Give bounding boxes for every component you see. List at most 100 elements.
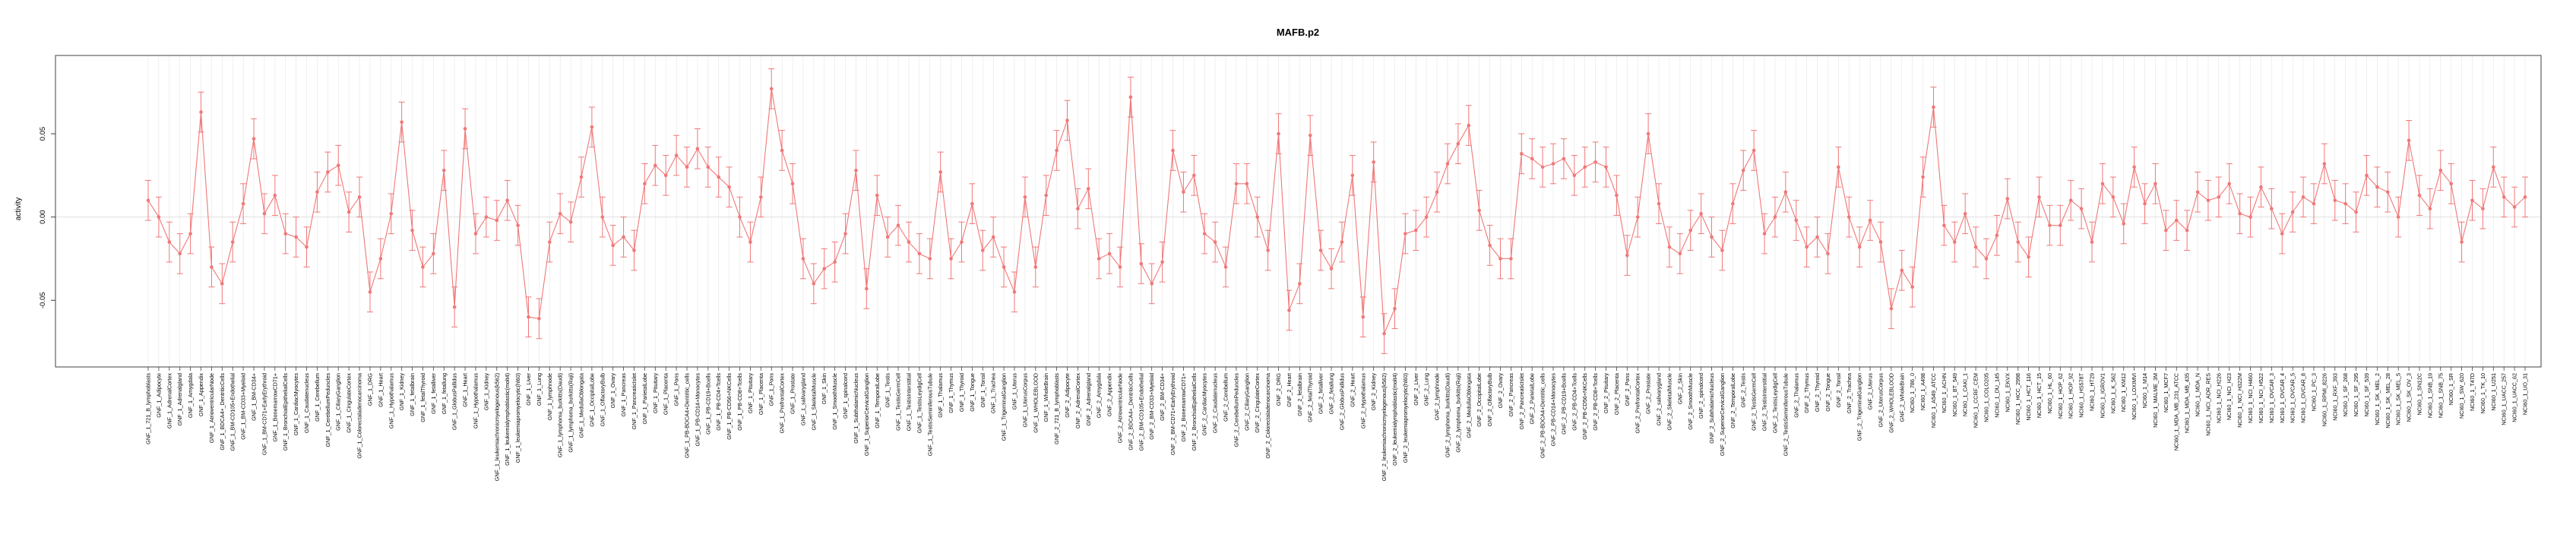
data-point: [294, 235, 298, 239]
data-point: [1826, 251, 1830, 256]
data-point: [1182, 190, 1185, 194]
x-tick-label: GNF_1_WholeBrain: [1043, 373, 1049, 422]
data-point: [790, 182, 795, 186]
x-tick-label: GNF_2_Heart: [1349, 373, 1356, 407]
data-point: [2290, 210, 2295, 214]
x-tick-label: NCI60_1_BT_549: [1951, 373, 1958, 417]
data-point: [1234, 182, 1239, 186]
x-tick-label: NCI60_1_SF_295: [2353, 373, 2359, 417]
data-point: [2016, 240, 2020, 244]
x-tick-label: NCI60_1_SK_MEL_5: [2395, 373, 2402, 425]
x-tick-label: GNF_2_Adipocyte: [1064, 373, 1071, 418]
x-tick-label: GNF_2_CardiacMyocytes: [1201, 373, 1208, 436]
data-point: [1984, 257, 1989, 261]
data-point: [441, 168, 446, 172]
data-point: [907, 240, 911, 244]
data-point: [1540, 165, 1545, 169]
x-tick-label: GNF_1_Prostate: [790, 373, 796, 414]
data-point: [252, 137, 256, 141]
x-tick-label: GNF_1_SkeletalMuscle: [810, 373, 817, 431]
data-point: [2523, 195, 2527, 199]
data-point: [452, 305, 457, 309]
data-point: [1350, 173, 1355, 178]
x-tick-label: NCI60_1_SF_268: [2342, 373, 2349, 417]
x-tick-label: NCI60_1_U251: [2490, 373, 2497, 411]
x-tick-label: GNF_2_fetalbrain: [1296, 373, 1303, 416]
x-tick-labels: GNF_1_721_B_lymphoblasts GNF_1_Adipocyte G…: [145, 367, 2529, 481]
x-tick-label: NCI60_1_EKVX: [2004, 373, 2011, 413]
x-tick-label: NCI60_1_RPMI_8226: [2321, 373, 2328, 426]
x-tick-label: GNF_2_CingulateCortex: [1254, 373, 1261, 433]
x-tick-label: GNF_2_ParietalLobe: [1529, 373, 1536, 425]
data-point: [2375, 185, 2379, 189]
grid: [55, 55, 2541, 367]
data-point: [1086, 187, 1090, 191]
data-point: [400, 120, 403, 125]
x-tick-label: GNF_2_lymphoma_burkitts(Raji): [1454, 373, 1461, 453]
x-tick-label: GNF_2_PB-CD8+Tcells: [1592, 373, 1599, 431]
x-tick-label: NCI60_1_NCI_H23: [2226, 373, 2233, 420]
x-tick-label: GNF_1_PB-CD8+Tcells: [736, 373, 743, 431]
data-point: [1361, 315, 1366, 319]
data-point: [632, 248, 636, 252]
x-tick-label: GNF_1_TrigeminalGanglion: [1001, 373, 1008, 441]
x-tick-label: GNF_1_WHOLEBLOOD: [1032, 373, 1039, 433]
data-point: [2512, 205, 2517, 209]
x-tick-label: GNF_2_Pituitary: [1603, 373, 1609, 414]
x-tick-label: GNF_2_spinalcord: [1698, 373, 1704, 419]
data-point: [1404, 232, 1407, 236]
x-tick-label: NCI60_1_SK_MEL_2: [2374, 373, 2381, 425]
data-point: [1223, 265, 1228, 269]
x-tick-label: GNF_1_SubthalamicNucleus: [853, 373, 859, 444]
data-point: [1688, 228, 1693, 232]
x-tick-label: NCI60_1_SK_MEL_28: [2385, 373, 2391, 428]
data-point: [1805, 245, 1809, 249]
x-tick-label: NCI60_1_K_562: [2109, 373, 2116, 413]
x-tick-label: GNF_1_Colorectaladenocarcinoma: [356, 373, 363, 459]
x-tick-label: GNF_2_PB-BDCA4+Dentritic_cells: [1540, 373, 1546, 458]
x-tick-label: NCI60_1_MDA_N: [2195, 373, 2201, 417]
data-point: [1762, 232, 1767, 236]
x-tick-label: GNF_2_WholeBrain: [1898, 373, 1905, 422]
data-point: [167, 240, 172, 244]
data-point: [1551, 162, 1555, 166]
data-point: [568, 220, 573, 224]
x-tick-label: NCI60_1_HCT_116: [2025, 373, 2032, 421]
data-point: [389, 211, 394, 216]
data-point: [643, 182, 647, 186]
data-point: [2217, 195, 2221, 199]
x-tick-label: GNF_2_TemporalLobe: [1729, 373, 1736, 428]
x-tick-label: NCI60_1_HS578T: [2078, 372, 2085, 417]
x-tick-label: GNF_1_fetalThyroid: [419, 373, 426, 422]
data-point: [199, 110, 203, 114]
x-tick-label: GNF_1_Pancreas: [620, 373, 627, 417]
x-tick-label: NCI60_1_M14: [2141, 373, 2148, 408]
x-tick-label: GNF_1_AtrioventricularNode: [208, 373, 215, 443]
data-point: [2164, 228, 2168, 232]
x-tick-label: GNF_2_Caudatenucleus: [1212, 373, 1219, 434]
data-point: [1477, 208, 1481, 213]
x-tick-label: GNF_2_Pons: [1624, 373, 1631, 406]
data-point: [1445, 162, 1450, 166]
x-tick-label: GNF_1_CerebellumPeduncles: [324, 373, 331, 447]
data-point: [2090, 240, 2094, 244]
x-tick-label: GNF_1_TestisSeminiferousTubule: [926, 373, 933, 456]
plot-frame: [55, 55, 2542, 368]
data-point: [2354, 210, 2358, 214]
x-tick-label: NCI60_1_PC_3: [2310, 373, 2317, 411]
data-point: [1847, 215, 1851, 219]
data-point: [305, 245, 309, 249]
data-point: [1952, 240, 1957, 244]
data-point: [938, 170, 942, 174]
data-point: [2407, 138, 2411, 143]
x-tick-label: GNF_2_TestisSeminiferousTubule: [1782, 373, 1789, 456]
data-point: [1678, 251, 1682, 256]
data-point: [2185, 228, 2189, 232]
x-tick-label: NCI60_1_COLO205: [1983, 373, 1989, 422]
x-tick-label: GNF_1_PB-CD19+Bcells: [704, 373, 711, 435]
x-tick-label: GNF_2_PancreaticIslet: [1518, 373, 1525, 429]
x-tick-label: GNF_2_leukemialymphoblastic(molt4): [1391, 373, 1398, 466]
x-tick-label: GNF_1_Amygdala: [187, 373, 194, 418]
data-point: [748, 240, 752, 244]
data-point: [505, 198, 509, 203]
